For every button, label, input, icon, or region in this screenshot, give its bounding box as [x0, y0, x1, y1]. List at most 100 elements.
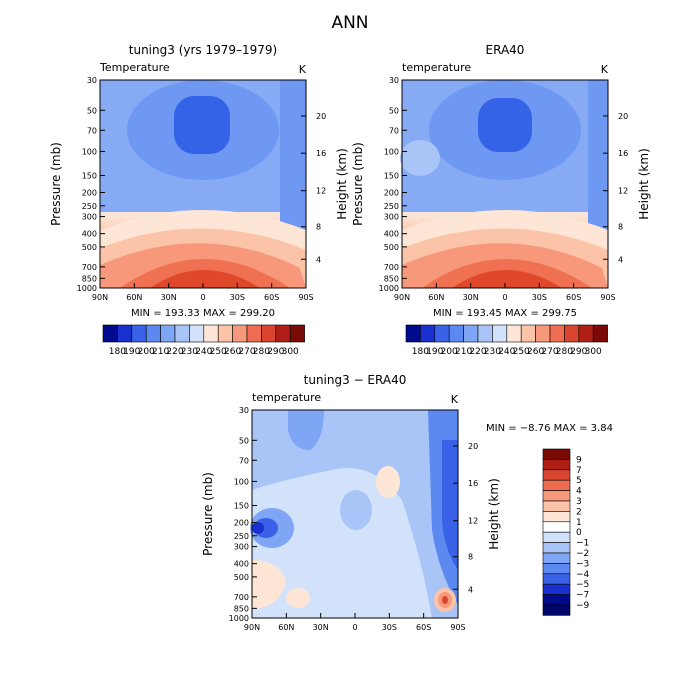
height-tick-label: 20 [316, 112, 326, 121]
pressure-tick-label: 500 [82, 243, 97, 252]
lat-tick-label: 60N [428, 293, 444, 302]
pressure-tick-label: 200 [384, 189, 399, 198]
colorbar-label: 280 [253, 347, 270, 357]
colorbar-label: −3 [576, 559, 589, 569]
height-tick-label: 8 [468, 553, 473, 562]
panel-1-title: tuning3 (yrs 1979–1979) [129, 43, 277, 57]
lat-tick-label: 90N [92, 293, 108, 302]
pressure-tick-label: 1000 [379, 284, 399, 293]
colorbar-label: 290 [267, 347, 284, 357]
colorbar-label: 0 [576, 528, 582, 538]
colorbar-label: 7 [576, 466, 582, 476]
colorbar-label: 210 [455, 347, 472, 357]
panel-3-lat-axis: 90N 60N 30N 0 30S 60S 90S [244, 613, 466, 632]
panel-3-ylabel-right: Height (km) [487, 478, 501, 549]
lat-tick-label: 90S [450, 623, 465, 632]
colorbar-swatch [542, 583, 571, 595]
panel-3-title: tuning3 − ERA40 [304, 373, 407, 387]
pressure-tick-label: 500 [234, 573, 249, 582]
colorbar-swatch [420, 324, 436, 343]
height-tick-label: 16 [618, 149, 628, 158]
pressure-tick-label: 250 [234, 532, 249, 541]
colorbar-swatch [405, 324, 421, 343]
colorbar-label: 260 [527, 347, 544, 357]
panel-1-contours [100, 80, 306, 288]
height-tick-label: 12 [618, 187, 628, 196]
pressure-tick-label: 400 [384, 230, 399, 239]
panel-2-title: ERA40 [486, 43, 525, 57]
colorbar-label: 3 [576, 497, 582, 507]
figure-title: ANN [331, 13, 368, 33]
pressure-tick-label: 300 [384, 213, 399, 222]
colorbar-swatch [542, 563, 571, 575]
colorbar-swatch [542, 573, 571, 585]
colorbar-label: 250 [210, 347, 227, 357]
pressure-tick-label: 400 [82, 230, 97, 239]
colorbar-swatch [477, 324, 493, 343]
height-tick-label: 20 [468, 442, 478, 451]
colorbar-label: 270 [541, 347, 558, 357]
colorbar-swatch [549, 324, 565, 343]
colorbar-swatch [174, 324, 190, 343]
pressure-tick-label: 150 [384, 171, 399, 180]
pressure-tick-label: 700 [234, 593, 249, 602]
colorbar-swatch [448, 324, 464, 343]
colorbar-swatch [492, 324, 508, 343]
colorbar-swatch [542, 469, 571, 481]
colorbar-label: 5 [576, 476, 582, 486]
panel-1-stats: MIN = 193.33 MAX = 299.20 [131, 308, 275, 319]
colorbar-swatch [592, 324, 608, 343]
panel-3-unit-label: K [451, 393, 459, 406]
panel-1-ylabel-right: Height (km) [335, 148, 349, 219]
pressure-tick-label: 400 [234, 560, 249, 569]
panel-2-contours [400, 80, 608, 288]
colorbar-label: 1 [576, 518, 582, 528]
lat-tick-label: 60S [566, 293, 581, 302]
lat-tick-label: 90N [394, 293, 410, 302]
colorbar-label: −7 [576, 591, 589, 601]
colorbar-swatch [289, 324, 305, 343]
colorbar-label: 180 [412, 347, 429, 357]
lat-tick-label: 30N [463, 293, 479, 302]
pressure-tick-label: 30 [87, 76, 97, 85]
lat-tick-label: 30N [313, 623, 329, 632]
panel-2-unit-label: K [601, 63, 609, 76]
panel-1-unit-label: K [299, 63, 307, 76]
colorbar-swatch [203, 324, 219, 343]
lat-tick-label: 0 [502, 293, 507, 302]
colorbar-label: −1 [576, 539, 589, 549]
colorbar-label: −5 [576, 580, 589, 590]
panel-3-ylabel-left: Pressure (mb) [201, 472, 215, 556]
colorbar-label: 180 [109, 347, 126, 357]
lat-tick-label: 30S [382, 623, 397, 632]
height-tick-label: 4 [316, 255, 321, 264]
pressure-tick-label: 300 [82, 213, 97, 222]
colorbar-swatch [117, 324, 133, 343]
colorbar-label: 230 [181, 347, 198, 357]
pressure-tick-label: 700 [82, 263, 97, 272]
pressure-tick-label: 250 [384, 202, 399, 211]
colorbar-label: 240 [498, 347, 515, 357]
pressure-tick-label: 70 [389, 126, 399, 135]
height-tick-label: 8 [618, 223, 623, 232]
colorbar-label: 270 [238, 347, 255, 357]
colorbar-swatch [520, 324, 536, 343]
pressure-tick-label: 50 [239, 436, 249, 445]
colorbar-swatch [542, 542, 571, 554]
panel-3: tuning3 − ERA40 temperature K 3050701001… [201, 373, 613, 632]
pressure-tick-label: 100 [234, 477, 249, 486]
colorbar-label: 4 [576, 487, 582, 497]
panel-1-ylabel-left: Pressure (mb) [49, 142, 63, 226]
colorbar-swatch [246, 324, 262, 343]
colorbar-swatch [261, 324, 277, 343]
pressure-tick-label: 700 [384, 263, 399, 272]
lat-tick-label: 30N [161, 293, 177, 302]
colorbar-swatch [542, 531, 571, 543]
colorbar-swatch [145, 324, 161, 343]
pressure-tick-label: 1000 [77, 284, 97, 293]
pressure-tick-label: 50 [389, 106, 399, 115]
colorbar-label: 300 [282, 347, 299, 357]
